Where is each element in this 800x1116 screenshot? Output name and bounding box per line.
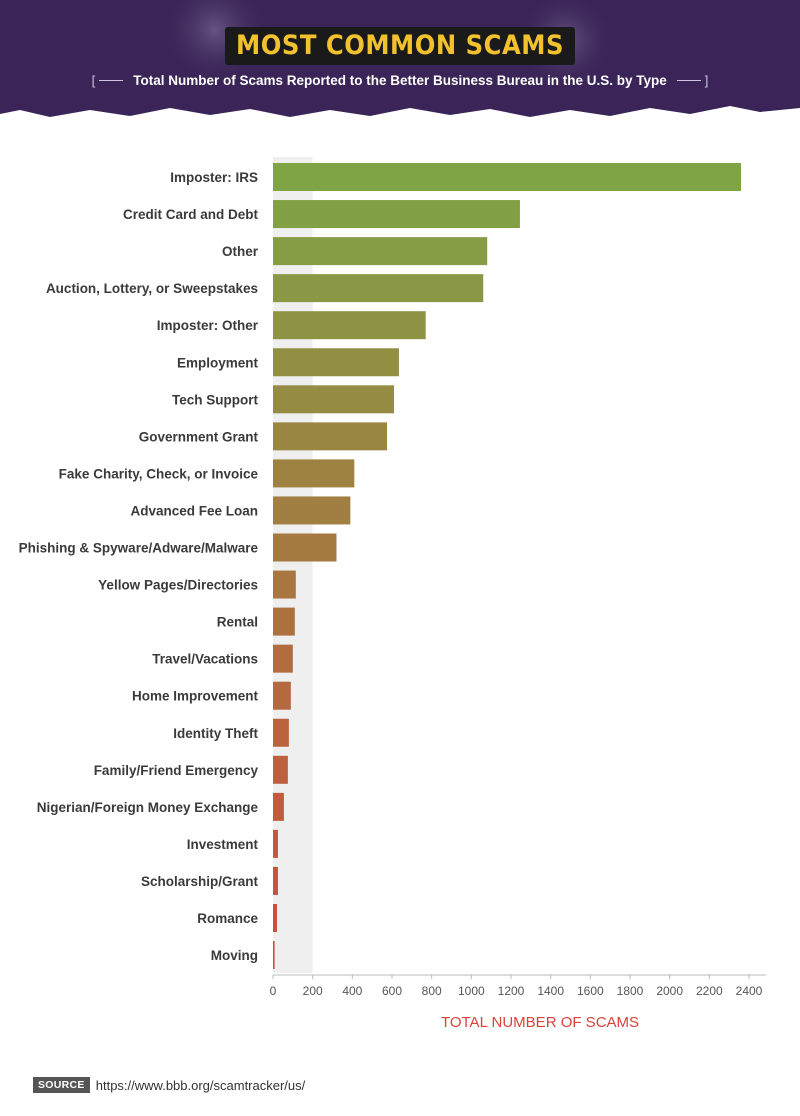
x-tick-label: 800: [422, 984, 442, 998]
category-label: Travel/Vacations: [152, 652, 258, 667]
category-label: Credit Card and Debt: [123, 207, 259, 222]
bar: [273, 904, 277, 932]
bar: [273, 496, 351, 525]
category-label: Home Improvement: [132, 689, 259, 704]
x-tick-label: 1600: [577, 984, 604, 998]
subtitle-row: [ Total Number of Scams Reported to the …: [0, 68, 800, 92]
bar: [273, 237, 488, 266]
x-axis-title: TOTAL NUMBER OF SCAMS: [441, 1014, 639, 1031]
category-label: Romance: [197, 911, 258, 926]
category-label: Phishing & Spyware/Adware/Malware: [19, 541, 259, 556]
category-label: Fake Charity, Check, or Invoice: [59, 466, 259, 481]
chart-subtitle: Total Number of Scams Reported to the Be…: [133, 72, 667, 88]
x-tick-label: 2000: [656, 984, 683, 998]
bar: [273, 866, 278, 895]
x-tick-label: 2200: [696, 984, 723, 998]
category-label: Yellow Pages/Directories: [98, 578, 258, 593]
category-label: Government Grant: [139, 429, 259, 444]
category-label: Rental: [217, 615, 258, 630]
subtitle-right-bracket: ]: [676, 73, 708, 88]
source-label: SOURCE: [33, 1077, 90, 1093]
bar: [273, 681, 291, 710]
bar: [273, 607, 295, 636]
category-label: Investment: [187, 837, 259, 852]
bar: [273, 348, 399, 377]
category-label: Tech Support: [172, 392, 259, 407]
x-tick-label: 1800: [617, 984, 644, 998]
bar: [273, 385, 394, 414]
bar: [273, 829, 278, 858]
x-tick-label: 2400: [736, 984, 763, 998]
category-label: Advanced Fee Loan: [130, 503, 258, 518]
x-tick-label: 0: [270, 984, 277, 998]
category-label: Identity Theft: [173, 726, 258, 741]
chart-title: MOST COMMON SCAMS: [236, 30, 564, 61]
bar: [273, 274, 484, 303]
category-label: Moving: [211, 948, 258, 963]
subtitle-left-bracket: [: [92, 73, 124, 88]
bar: [273, 792, 284, 821]
bar: [273, 718, 289, 747]
category-label: Family/Friend Emergency: [94, 763, 259, 778]
x-tick-label: 200: [303, 984, 323, 998]
x-tick-label: 400: [342, 984, 362, 998]
bar: [273, 755, 288, 784]
bar: [273, 200, 520, 229]
bar: [273, 163, 742, 191]
bar: [273, 533, 337, 562]
category-label: Imposter: Other: [157, 318, 259, 333]
bar: [273, 570, 296, 599]
category-label: Other: [222, 244, 259, 259]
bar: [273, 459, 355, 488]
bar: [273, 311, 426, 340]
source-link[interactable]: https://www.bbb.org/scamtracker/us/: [95, 1077, 306, 1093]
bar: [273, 941, 275, 970]
category-label: Employment: [177, 355, 259, 370]
x-tick-label: 1000: [458, 984, 485, 998]
bar: [273, 644, 293, 673]
category-label: Scholarship/Grant: [141, 874, 259, 889]
category-label: Nigerian/Foreign Money Exchange: [37, 800, 259, 815]
x-tick-label: 1200: [498, 984, 525, 998]
x-tick-label: 600: [382, 984, 402, 998]
category-label: Imposter: IRS: [170, 170, 258, 185]
bar-chart: Imposter: IRS Credit Card and Debt Other Au…: [19, 157, 766, 1031]
category-label: Auction, Lottery, or Sweepstakes: [46, 281, 258, 296]
bar: [273, 422, 388, 451]
x-tick-label: 1400: [537, 984, 564, 998]
title-plate: [225, 27, 575, 65]
source-row: SOURCE https://www.bbb.org/scamtracker/u…: [33, 1076, 305, 1094]
